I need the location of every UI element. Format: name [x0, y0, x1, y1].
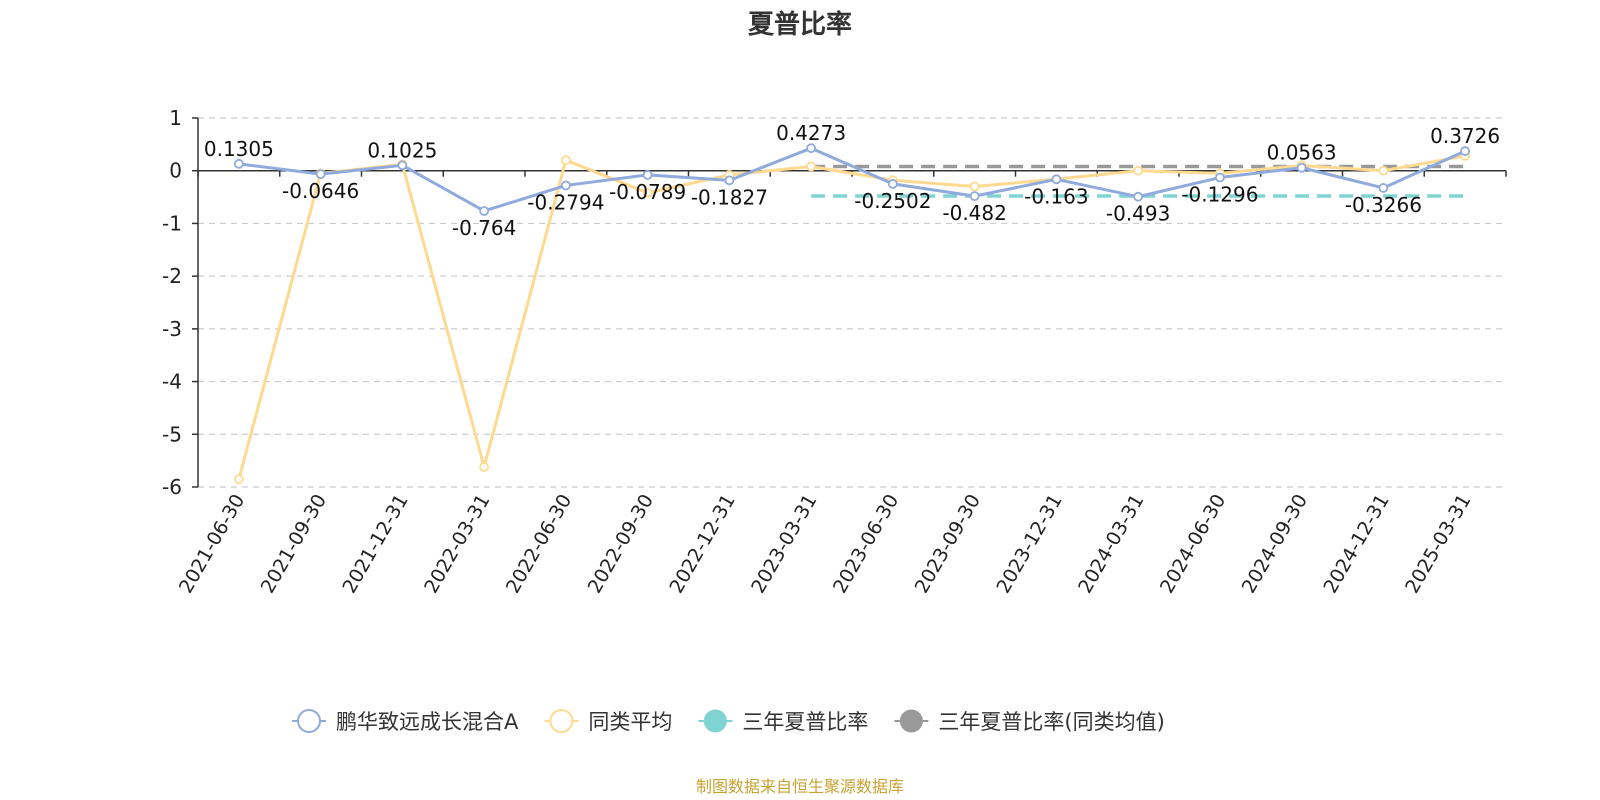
data-label-15: 0.3726 [1430, 124, 1500, 148]
chart-title: 夏普比率 [748, 9, 852, 40]
y-tick-label-6: -5 [162, 422, 182, 446]
series-0-point-4 [560, 180, 571, 191]
y-tick-label-1: 0 [169, 159, 182, 183]
series-0-point-2 [397, 160, 408, 171]
legend-marker-3 [899, 709, 923, 733]
y-tick-label-7: -6 [162, 475, 182, 499]
series-0-point-3 [479, 206, 490, 216]
x-tick-label-0: 2021-06-30 [175, 491, 249, 598]
series-0-point-12 [1214, 172, 1225, 183]
source-note: 制图数据来自恒生聚源数据库 [696, 777, 904, 796]
x-tick-label-9: 2023-09-30 [911, 491, 985, 598]
y-tick-label-3: -2 [162, 264, 182, 288]
data-label-11: -0.493 [1106, 202, 1170, 226]
data-label-13: 0.0563 [1267, 141, 1337, 165]
legend-item-0[interactable]: 鹏华致远成长混合A [292, 709, 519, 734]
x-tick-label-8: 2023-06-30 [829, 491, 903, 598]
legend-label-2: 三年夏普比率 [742, 710, 868, 734]
series-line-1 [237, 154, 1466, 480]
series-1-point-3 [479, 462, 490, 472]
data-label-4: -0.2794 [527, 190, 604, 214]
legend-marker-0 [297, 709, 321, 733]
legend-item-3[interactable]: 三年夏普比率(同类均值) [894, 709, 1165, 734]
data-label-8: -0.2502 [854, 189, 931, 213]
x-tick-label-1: 2021-09-30 [257, 491, 331, 598]
series-1-point-11 [1133, 165, 1144, 176]
series-0-point-11 [1133, 191, 1144, 202]
series-1-point-9 [969, 181, 980, 192]
x-tick-label-5: 2022-09-30 [584, 491, 658, 598]
data-label-6: -0.1827 [691, 185, 768, 209]
legend-item-1[interactable]: 同类平均 [544, 709, 672, 734]
series-1-point-14 [1378, 165, 1389, 176]
series-1-point-5 [642, 187, 653, 198]
x-tick-label-6: 2022-12-31 [665, 491, 739, 598]
series-0-point-13 [1296, 162, 1307, 173]
y-tick-label-5: -4 [162, 370, 182, 394]
legend-marker-1 [549, 709, 574, 733]
series-1-point-7 [806, 161, 817, 172]
legend-label-3: 三年夏普比率(同类均值) [938, 710, 1164, 734]
data-label-12: -0.1296 [1181, 183, 1258, 207]
series-0-point-9 [969, 191, 980, 202]
data-label-5: -0.0789 [609, 180, 686, 204]
series-1-point-4 [560, 155, 571, 166]
y-tick-label-4: -3 [162, 317, 182, 341]
data-label-10: -0.163 [1024, 184, 1088, 208]
series-0-point-10 [1051, 174, 1062, 185]
data-label-0: 0.1305 [204, 137, 274, 161]
x-tick-label-11: 2024-03-31 [1074, 491, 1148, 598]
legend-label-0: 鹏华致远成长混合A [336, 710, 519, 734]
x-tick-label-12: 2024-06-30 [1156, 491, 1230, 598]
series-line-0 [238, 146, 1466, 213]
legend[interactable]: 鹏华致远成长混合A 同类平均 三年夏普比率 三年夏普比率(同类均值) [292, 709, 1165, 734]
x-tick-label-15: 2025-03-31 [1401, 491, 1475, 598]
series-0-point-15 [1460, 146, 1471, 156]
series-0-point-7 [806, 143, 817, 154]
x-tick-label-14: 2024-12-31 [1319, 491, 1393, 598]
series-0-point-5 [642, 169, 653, 180]
x-tick-label-2: 2021-12-31 [338, 491, 412, 598]
x-tick-label-7: 2023-03-31 [747, 491, 821, 598]
x-tick-label-13: 2024-09-30 [1238, 491, 1312, 598]
data-label-2: 0.1025 [367, 138, 437, 162]
data-label-1: -0.0646 [282, 179, 359, 203]
data-label-7: 0.4273 [776, 121, 846, 145]
x-tick-label-4: 2022-06-30 [502, 491, 576, 598]
series-0-point-1 [315, 169, 326, 180]
series-1-point-0 [233, 474, 244, 484]
series-0-point-6 [724, 175, 735, 186]
y-tick-label-2: -1 [162, 211, 182, 235]
legend-marker-2 [703, 709, 727, 733]
x-tick-label-10: 2023-12-31 [992, 491, 1066, 598]
legend-item-2[interactable]: 三年夏普比率 [698, 709, 868, 734]
series-lines [233, 143, 1471, 484]
grid-lines [198, 117, 1506, 488]
data-label-3: -0.764 [452, 216, 516, 240]
x-tick-label-3: 2022-03-31 [420, 491, 494, 598]
y-tick-label-0: 1 [169, 106, 182, 130]
legend-label-1: 同类平均 [588, 710, 672, 734]
data-label-14: -0.3266 [1345, 193, 1422, 217]
data-label-9: -0.482 [942, 201, 1006, 225]
series-0-point-8 [887, 179, 898, 189]
series-0-point-0 [233, 158, 244, 169]
series-0-point-14 [1378, 183, 1389, 193]
